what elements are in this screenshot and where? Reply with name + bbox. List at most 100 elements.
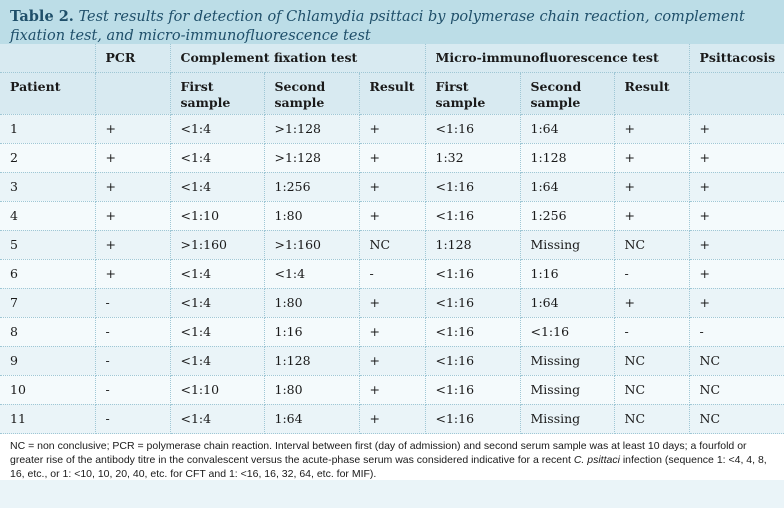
- cell-mif-first: <1:16: [425, 172, 521, 202]
- cell-cft-second: 1:256: [264, 172, 360, 202]
- cell-cft-result: NC: [359, 230, 426, 260]
- results-table: PCR Complement fixation test Micro-immun…: [0, 44, 784, 434]
- cell-cft-second: <1:4: [264, 259, 360, 289]
- cell-mif-result: NC: [614, 230, 690, 260]
- cell-mif-second: <1:16: [520, 317, 615, 347]
- cell-mif-result: +: [614, 288, 690, 318]
- header-patient: Patient: [0, 72, 96, 115]
- cell-psittacosis: -: [689, 317, 784, 347]
- cell-mif-first: <1:16: [425, 317, 521, 347]
- header-psittacosis-blank: [689, 72, 784, 115]
- cell-cft-first: <1:10: [170, 375, 265, 405]
- header-mif-second: Second sample: [520, 72, 615, 115]
- cell-patient: 5: [0, 230, 96, 260]
- header-mif-result: Result: [614, 72, 690, 115]
- group-header-row: PCR Complement fixation test Micro-immun…: [0, 44, 784, 73]
- header-blank: [0, 44, 96, 73]
- cell-mif-second: 1:64: [520, 288, 615, 318]
- cell-patient: 6: [0, 259, 96, 289]
- header-psittacosis: Psittacosis: [689, 44, 784, 73]
- cell-mif-second: Missing: [520, 230, 615, 260]
- header-pcr: PCR: [95, 44, 171, 73]
- cell-mif-result: NC: [614, 375, 690, 405]
- cell-pcr: -: [95, 317, 171, 347]
- cell-mif-result: +: [614, 172, 690, 202]
- cell-cft-second: >1:128: [264, 143, 360, 173]
- cell-cft-first: <1:4: [170, 114, 265, 144]
- header-mif-first: First sample: [425, 72, 521, 115]
- table-row: 1 + <1:4 >1:128 + <1:16 1:64 + +: [0, 114, 784, 144]
- cell-patient: 3: [0, 172, 96, 202]
- table-row: 9- <1:4 1:128 + <1:16 Missing NC NC: [0, 346, 784, 376]
- cell-cft-second: >1:160: [264, 230, 360, 260]
- cell-cft-second: 1:64: [264, 404, 360, 434]
- cell-cft-result: -: [359, 259, 426, 289]
- cell-psittacosis: +: [689, 114, 784, 144]
- cell-psittacosis: +: [689, 288, 784, 318]
- cell-cft-result: +: [359, 346, 426, 376]
- header-pcr-blank: [95, 72, 171, 115]
- cell-cft-second: 1:16: [264, 317, 360, 347]
- cell-pcr: +: [95, 114, 171, 144]
- cell-cft-second: 1:80: [264, 201, 360, 231]
- cell-mif-first: <1:16: [425, 375, 521, 405]
- cell-cft-first: <1:10: [170, 201, 265, 231]
- table-row: 11- <1:4 1:64 + <1:16 Missing NC NC: [0, 404, 784, 434]
- cell-mif-second: Missing: [520, 346, 615, 376]
- cell-pcr: +: [95, 201, 171, 231]
- cell-psittacosis: NC: [689, 375, 784, 405]
- cell-mif-first: <1:16: [425, 346, 521, 376]
- cell-pcr: -: [95, 375, 171, 405]
- cell-cft-second: 1:80: [264, 288, 360, 318]
- table-row: 4 + <1:10 1:80 + <1:16 1:256 + +: [0, 201, 784, 231]
- sub-header-row: Patient First sample Second sample Resul…: [0, 72, 784, 115]
- cell-cft-result: +: [359, 143, 426, 173]
- cell-mif-result: NC: [614, 346, 690, 376]
- cell-psittacosis: +: [689, 172, 784, 202]
- cell-cft-first: <1:4: [170, 143, 265, 173]
- cell-cft-first: <1:4: [170, 346, 265, 376]
- cell-cft-result: +: [359, 317, 426, 347]
- cell-psittacosis: +: [689, 259, 784, 289]
- cell-mif-first: <1:16: [425, 114, 521, 144]
- footnote-text-1: NC = non conclusive; PCR = polymerase ch…: [10, 439, 747, 466]
- header-cft-result: Result: [359, 72, 426, 115]
- cell-pcr: +: [95, 143, 171, 173]
- cell-patient: 9: [0, 346, 96, 376]
- table-caption: Table 2. Test results for detection of C…: [0, 0, 784, 44]
- table-row: 3 + <1:4 1:256 + <1:16 1:64 + +: [0, 172, 784, 202]
- cell-cft-result: +: [359, 172, 426, 202]
- cell-cft-result: +: [359, 288, 426, 318]
- table-body: 1 + <1:4 >1:128 + <1:16 1:64 + +2 + <1:4 >1:128 +1:3…: [0, 114, 784, 434]
- cell-mif-first: <1:16: [425, 201, 521, 231]
- cell-cft-result: +: [359, 201, 426, 231]
- cell-mif-first: 1:32: [425, 143, 521, 173]
- table-row: 2 + <1:4 >1:128 +1:32 1:128 + +: [0, 143, 784, 173]
- header-cft: Complement fixation test: [170, 44, 426, 73]
- cell-pcr: -: [95, 404, 171, 434]
- cell-cft-first: <1:4: [170, 317, 265, 347]
- cell-cft-second: >1:128: [264, 114, 360, 144]
- cell-psittacosis: NC: [689, 404, 784, 434]
- table-row: 6 + <1:4 <1:4- <1:16 1:16- +: [0, 259, 784, 289]
- cell-mif-result: +: [614, 114, 690, 144]
- cell-cft-second: 1:128: [264, 346, 360, 376]
- cell-mif-result: -: [614, 259, 690, 289]
- table-row: 7- <1:4 1:80 + <1:16 1:64 + +: [0, 288, 784, 318]
- cell-psittacosis: +: [689, 143, 784, 173]
- table-row: 8- <1:4 1:16 + <1:16 <1:16- -: [0, 317, 784, 347]
- cell-cft-first: <1:4: [170, 288, 265, 318]
- cell-mif-second: 1:256: [520, 201, 615, 231]
- caption-label: Table 2.: [10, 8, 74, 25]
- cell-cft-result: +: [359, 375, 426, 405]
- cell-cft-second: 1:80: [264, 375, 360, 405]
- cell-mif-result: +: [614, 143, 690, 173]
- cell-pcr: -: [95, 346, 171, 376]
- cell-pcr: +: [95, 259, 171, 289]
- cell-mif-second: 1:64: [520, 114, 615, 144]
- cell-patient: 8: [0, 317, 96, 347]
- caption-title: Test results for detection of Chlamydia …: [10, 9, 745, 44]
- cell-mif-first: <1:16: [425, 404, 521, 434]
- cell-patient: 11: [0, 404, 96, 434]
- cell-mif-first: <1:16: [425, 259, 521, 289]
